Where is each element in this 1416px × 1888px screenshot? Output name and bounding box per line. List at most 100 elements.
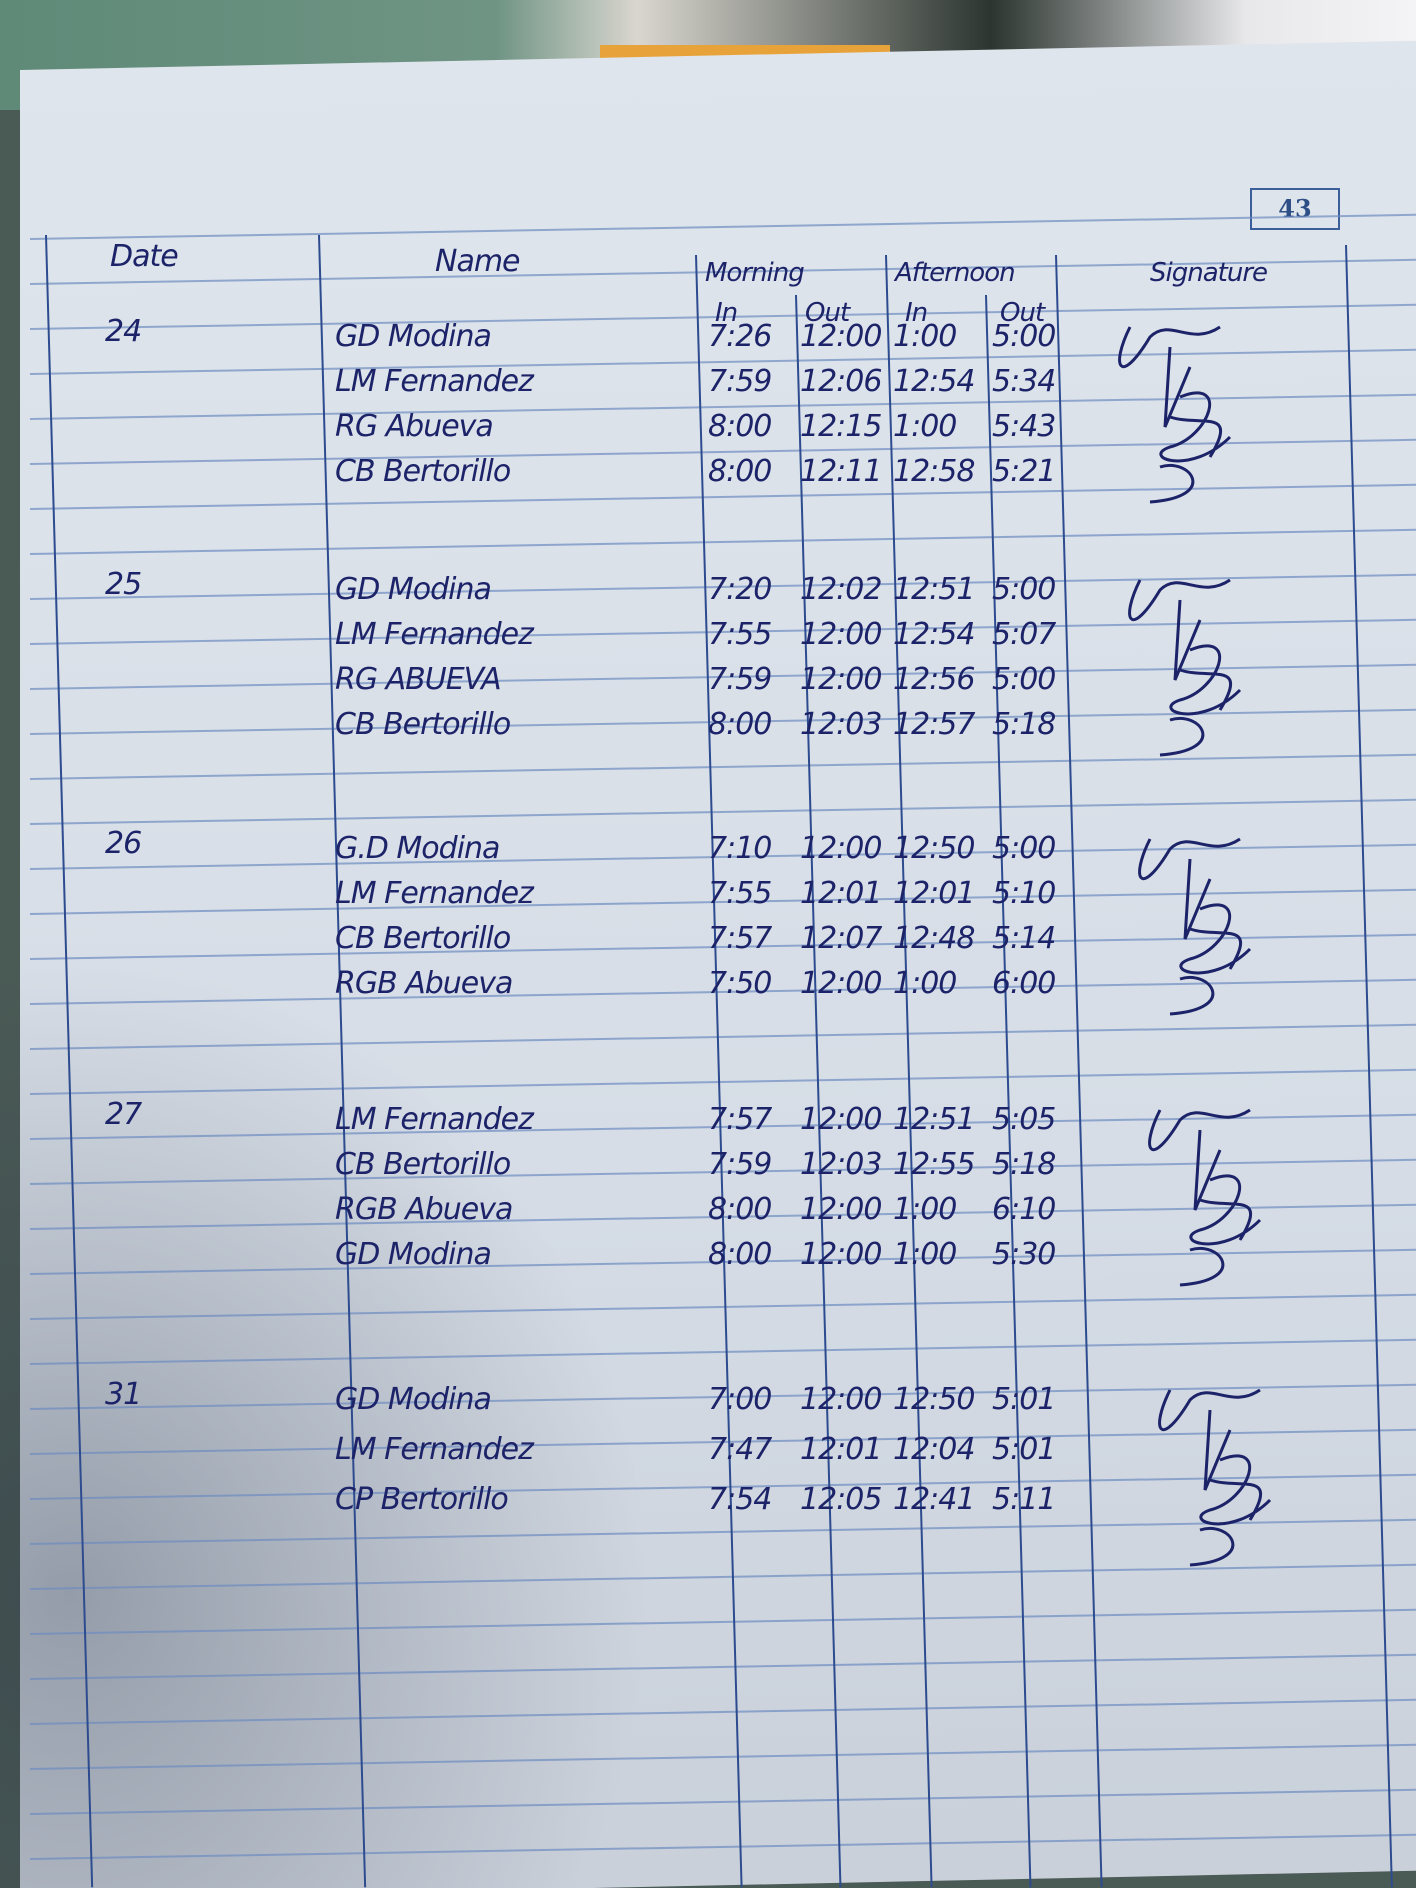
name-cell: RGB Abueva [335,1192,513,1227]
name-cell: G.D Modina [335,831,500,866]
date-cell: 26 [105,826,142,861]
afternoon-out-cell: 5:05 [992,1102,1056,1137]
afternoon-in-cell: 1:00 [893,319,957,354]
header-name: Name [435,244,521,279]
header-afternoon-in: In [905,298,928,328]
morning-out-cell: 12:00 [800,1102,882,1137]
afternoon-in-cell: 12:58 [893,454,975,489]
header-date: Date [110,239,179,274]
name-cell: RG Abueva [335,409,494,444]
morning-out-cell: 12:11 [800,454,882,489]
morning-in-cell: 7:57 [708,921,772,956]
morning-in-cell: 7:54 [708,1482,772,1517]
afternoon-out-cell: 6:10 [992,1192,1056,1227]
morning-out-cell: 12:00 [800,319,882,354]
afternoon-in-cell: 12:50 [893,1382,975,1417]
afternoon-out-cell: 5:00 [992,319,1056,354]
afternoon-out-cell: 5:18 [992,1147,1056,1182]
morning-out-cell: 12:00 [800,1382,882,1417]
morning-out-cell: 12:00 [800,1192,882,1227]
morning-out-cell: 12:05 [800,1482,882,1517]
afternoon-out-cell: 5:01 [992,1432,1056,1467]
name-cell: CB Bertorillo [335,454,511,489]
name-cell: GD Modina [335,572,492,607]
morning-in-cell: 7:00 [708,1382,772,1417]
morning-in-cell: 7:59 [708,1147,772,1182]
afternoon-in-cell: 12:54 [893,364,975,399]
afternoon-out-cell: 5:14 [992,921,1056,956]
afternoon-in-cell: 12:51 [893,572,975,607]
afternoon-out-cell: 5:18 [992,707,1056,742]
date-cell: 25 [105,567,142,602]
morning-in-cell: 7:47 [708,1432,772,1467]
afternoon-in-cell: 12:41 [893,1482,975,1517]
name-cell: CB Bertorillo [335,1147,511,1182]
morning-out-cell: 12:00 [800,617,882,652]
morning-in-cell: 7:26 [708,319,772,354]
name-cell: LM Fernandez [335,876,534,911]
date-cell: 31 [105,1377,142,1412]
name-cell: RGB Abueva [335,966,513,1001]
header-morning-in: In [715,298,738,328]
name-cell: CP Bertorillo [335,1482,509,1517]
morning-in-cell: 7:59 [708,364,772,399]
name-cell: GD Modina [335,319,492,354]
header-afternoon: Afternoon [895,258,1016,288]
header-signature: Signature [1150,258,1268,288]
signature-scribbles [1138,837,1252,1016]
morning-in-cell: 8:00 [708,454,772,489]
afternoon-out-cell: 5:01 [992,1382,1056,1417]
name-cell: LM Fernandez [335,1102,534,1137]
morning-in-cell: 7:57 [708,1102,772,1137]
morning-out-cell: 12:07 [800,921,882,956]
morning-in-cell: 7:55 [708,876,772,911]
afternoon-in-cell: 12:57 [893,707,975,742]
morning-out-cell: 12:03 [800,1147,882,1182]
morning-in-cell: 7:55 [708,617,772,652]
name-cell: RG ABUEVA [335,662,502,697]
afternoon-in-cell: 12:50 [893,831,975,866]
name-cell: LM Fernandez [335,617,534,652]
signature-scribbles [1128,578,1242,757]
afternoon-in-cell: 1:00 [893,1237,957,1272]
date-cell: 24 [105,314,142,349]
afternoon-in-cell: 12:04 [893,1432,975,1467]
morning-out-cell: 12:15 [800,409,882,444]
afternoon-in-cell: 12:01 [893,876,975,911]
signature-scribbles [1158,1388,1272,1567]
afternoon-out-cell: 5:07 [992,617,1056,652]
name-cell: LM Fernandez [335,1432,534,1467]
morning-out-cell: 12:03 [800,707,882,742]
afternoon-in-cell: 12:48 [893,921,975,956]
morning-in-cell: 7:50 [708,966,772,1001]
morning-out-cell: 12:06 [800,364,882,399]
morning-out-cell: 12:01 [800,1432,882,1467]
afternoon-in-cell: 1:00 [893,1192,957,1227]
date-cell: 27 [105,1097,142,1132]
morning-in-cell: 7:20 [708,572,772,607]
name-cell: CB Bertorillo [335,921,511,956]
afternoon-out-cell: 5:21 [992,454,1056,489]
afternoon-in-cell: 12:51 [893,1102,975,1137]
name-cell: GD Modina [335,1237,492,1272]
header-morning-out: Out [805,298,850,328]
afternoon-out-cell: 5:00 [992,662,1056,697]
morning-in-cell: 8:00 [708,707,772,742]
afternoon-out-cell: 5:10 [992,876,1056,911]
afternoon-out-cell: 6:00 [992,966,1056,1001]
afternoon-out-cell: 5:34 [992,364,1056,399]
afternoon-in-cell: 12:56 [893,662,975,697]
afternoon-in-cell: 1:00 [893,409,957,444]
afternoon-out-cell: 5:30 [992,1237,1056,1272]
page-number: 43 [1250,188,1340,230]
afternoon-out-cell: 5:00 [992,572,1056,607]
morning-in-cell: 7:59 [708,662,772,697]
morning-in-cell: 7:10 [708,831,772,866]
morning-out-cell: 12:00 [800,662,882,697]
afternoon-out-cell: 5:00 [992,831,1056,866]
name-cell: GD Modina [335,1382,492,1417]
afternoon-in-cell: 1:00 [893,966,957,1001]
afternoon-out-cell: 5:11 [992,1482,1056,1517]
header-morning: Morning [705,258,805,288]
